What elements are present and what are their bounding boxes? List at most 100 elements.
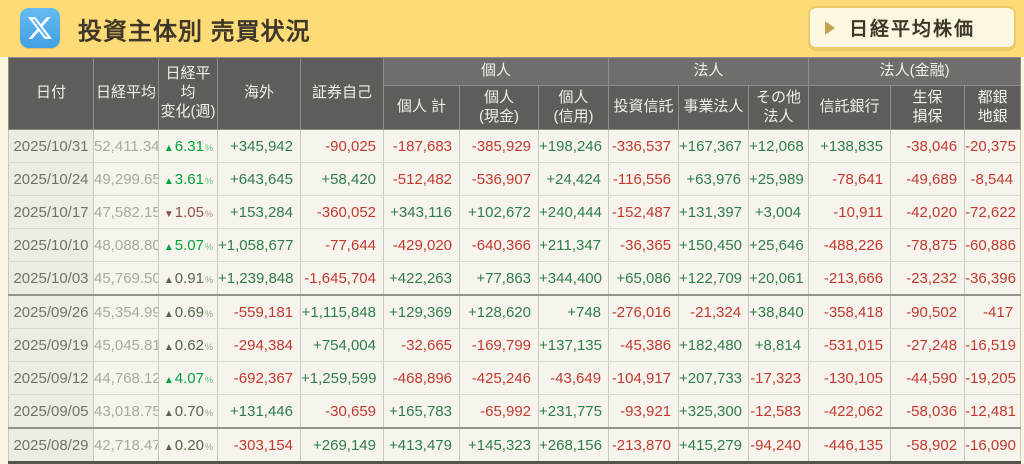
cell-trust_bank: -78,641 (808, 162, 892, 196)
cell-change: ▲3.61% (158, 162, 218, 196)
cell-ind_total: -512,482 (383, 162, 460, 196)
table-row: 2025/10/17 47,582.15 ▼1.05% +153,284 -360,05… (8, 195, 1022, 229)
x-twitter-icon[interactable] (20, 8, 60, 48)
cell-trust_bank: -10,911 (808, 195, 892, 229)
cell-ind_margin: +24,424 (537, 162, 610, 196)
group-header-0: 個人 (382, 57, 610, 86)
cell-date: 2025/10/03 (8, 261, 94, 296)
cell-proprietary: +754,004 (300, 328, 384, 362)
column-header-overseas: 海外 (217, 57, 301, 130)
cell-insurance: -42,020 (890, 195, 966, 229)
cell-proprietary: +1,115,848 (300, 295, 384, 329)
cell-change: ▼1.05% (158, 195, 218, 229)
table-body: 2025/10/31 52,411.34 ▲6.31% +345,942 -90,025… (8, 129, 1022, 464)
cell-biz_corp: -21,324 (678, 295, 750, 329)
cell-trust_bank: -446,135 (808, 428, 892, 464)
cell-ind_total: +165,783 (383, 394, 460, 429)
cell-ind_total: -429,020 (383, 228, 460, 262)
cell-other_corp: -94,240 (748, 428, 810, 464)
cell-insurance: -38,046 (890, 129, 966, 163)
cell-insurance: -58,902 (890, 428, 966, 464)
up-triangle-icon: ▲ (163, 175, 174, 187)
cell-change: ▲0.20% (158, 428, 218, 464)
cell-change: ▲6.31% (158, 129, 218, 163)
cell-ind_cash: -65,992 (459, 394, 539, 429)
cell-ind_total: -187,683 (383, 129, 460, 163)
column-header-proprietary: 証券自己 (300, 57, 384, 130)
cell-banks: -72,622 (964, 195, 1022, 229)
cell-date: 2025/09/12 (8, 361, 94, 395)
cell-banks: -12,481 (964, 394, 1022, 429)
cell-other_corp: +25,989 (748, 162, 810, 196)
cell-date: 2025/09/05 (8, 394, 94, 429)
cell-insurance: -27,248 (890, 328, 966, 362)
cell-ind_cash: +128,620 (459, 295, 539, 329)
cell-ind_cash: +77,863 (459, 261, 539, 296)
cell-banks: -36,396 (964, 261, 1022, 296)
table-row: 2025/08/29 42,718.47 ▲0.20% -303,154 +269,14… (8, 428, 1022, 464)
cell-other_corp: +3,004 (748, 195, 810, 229)
cell-proprietary: -90,025 (300, 129, 384, 163)
cell-trust_bank: -130,105 (808, 361, 892, 395)
table-row: 2025/09/05 43,018.75 ▲0.70% +131,446 -30,659… (8, 394, 1022, 429)
cell-nikkei: 45,045.81 (93, 328, 159, 362)
cell-ind_margin: +344,400 (537, 261, 610, 296)
cell-other_corp: -12,583 (748, 394, 810, 429)
cell-ind_margin: +198,246 (537, 129, 610, 163)
cell-ind_margin: +240,444 (537, 195, 610, 229)
cell-ind_cash: -640,366 (459, 228, 539, 262)
cell-insurance: -58,036 (890, 394, 966, 429)
cell-ind_margin: +268,156 (537, 428, 610, 464)
table-row: 2025/09/26 45,354.99 ▲0.69% -559,181 +1,115,… (8, 295, 1022, 329)
cell-other_corp: +20,061 (748, 261, 810, 296)
cell-proprietary: +1,259,599 (300, 361, 384, 395)
cell-change: ▲0.91% (158, 261, 218, 296)
cell-ind_margin: -43,649 (537, 361, 610, 395)
cell-inv_trust: -116,556 (608, 162, 680, 196)
cell-biz_corp: +122,709 (678, 261, 750, 296)
column-header-banks: 都銀 地銀 (964, 85, 1022, 130)
table-header: 日付 日経平均 日経平均 変化(週) 海外 証券自己 個人 法人 法人(金融) 個人 計個人 (現金… (8, 57, 1022, 130)
cell-overseas: -303,154 (217, 428, 301, 464)
column-header-nikkei: 日経平均 (93, 57, 159, 130)
up-triangle-icon: ▲ (163, 241, 174, 253)
cell-trust_bank: -488,226 (808, 228, 892, 262)
cell-date: 2025/10/10 (8, 228, 94, 262)
table-row: 2025/09/12 44,768.12 ▲4.07% -692,367 +1,259,… (8, 361, 1022, 395)
cell-insurance: -78,875 (890, 228, 966, 262)
cell-banks: -16,090 (964, 428, 1022, 464)
cell-biz_corp: +131,397 (678, 195, 750, 229)
cell-ind_cash: +102,672 (459, 195, 539, 229)
cell-date: 2025/10/24 (8, 162, 94, 196)
table-row: 2025/10/24 49,299.65 ▲3.61% +643,645 +58,420… (8, 162, 1022, 196)
cell-ind_cash: -425,246 (459, 361, 539, 395)
table-row: 2025/10/31 52,411.34 ▲6.31% +345,942 -90,025… (8, 129, 1022, 163)
cell-other_corp: +12,068 (748, 129, 810, 163)
cell-ind_cash: -385,929 (459, 129, 539, 163)
cell-banks: -19,205 (964, 361, 1022, 395)
cell-change: ▲4.07% (158, 361, 218, 395)
cell-biz_corp: +182,480 (678, 328, 750, 362)
column-header-ind_cash: 個人 (現金) (459, 85, 539, 130)
cell-banks: -60,886 (964, 228, 1022, 262)
cell-change: ▲0.62% (158, 328, 218, 362)
cell-biz_corp: +325,300 (678, 394, 750, 429)
cell-nikkei: 47,582.15 (93, 195, 159, 229)
cell-insurance: -44,590 (890, 361, 966, 395)
cell-banks: -20,375 (964, 129, 1022, 163)
cell-inv_trust: -336,537 (608, 129, 680, 163)
column-header-trust_bank: 信託銀行 (808, 85, 892, 130)
cell-nikkei: 49,299.65 (93, 162, 159, 196)
cell-ind_total: +422,263 (383, 261, 460, 296)
cell-ind_cash: -169,799 (459, 328, 539, 362)
cell-date: 2025/08/29 (8, 428, 94, 464)
cell-ind_cash: +145,323 (459, 428, 539, 464)
cell-banks: -417 (964, 295, 1022, 329)
cell-proprietary: +269,149 (300, 428, 384, 464)
cell-inv_trust: -213,870 (608, 428, 680, 464)
cell-inv_trust: -93,921 (608, 394, 680, 429)
nikkei-average-button[interactable]: 日経平均株価 (808, 6, 1016, 49)
cell-inv_trust: -152,487 (608, 195, 680, 229)
cell-insurance: -90,502 (890, 295, 966, 329)
column-header-other_corp: その他 法人 (748, 85, 810, 130)
